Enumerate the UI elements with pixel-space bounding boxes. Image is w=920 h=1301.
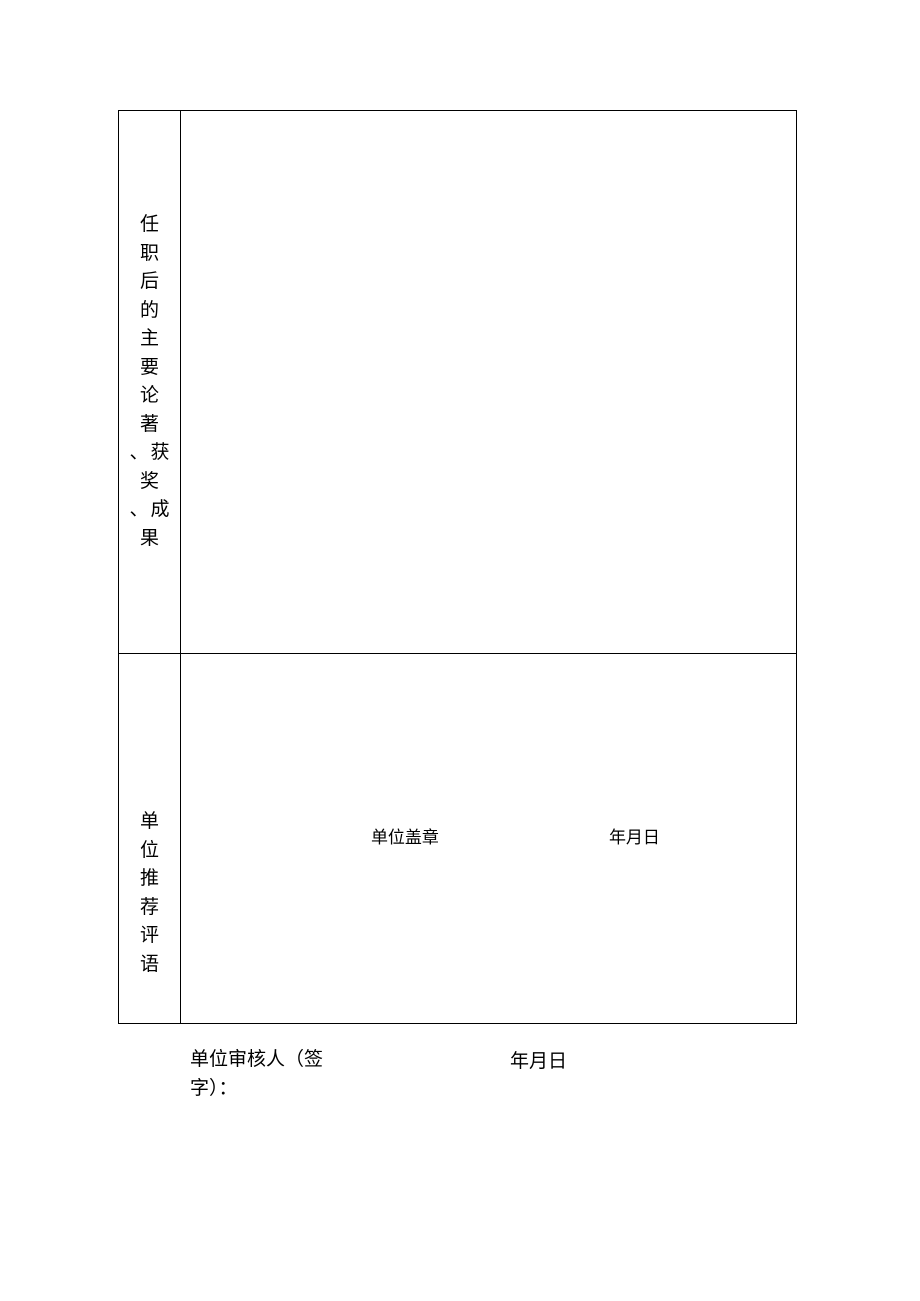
row1-label-text: 任 职 后 的 主 要 论 著 、 获 奖 、 成 bbox=[123, 111, 176, 653]
label-char: 位 bbox=[140, 837, 159, 866]
label-char: 著 bbox=[140, 411, 159, 440]
label-char: 奖 bbox=[140, 468, 159, 497]
below-table-row: 单位审核人（签字）： 年月日 bbox=[190, 1046, 797, 1103]
row1-content-cell bbox=[180, 111, 796, 654]
row2-label-cell: 单 位 推 荐 评 语 bbox=[119, 654, 181, 1024]
label-char: 单 bbox=[140, 808, 159, 837]
label-char: 职 bbox=[140, 240, 159, 269]
row2-label-text: 单 位 推 荐 评 语 bbox=[123, 698, 176, 979]
label-punct: 、 bbox=[129, 496, 148, 525]
label-char: 语 bbox=[140, 951, 159, 980]
label-punct-line: 、 成 bbox=[123, 496, 176, 525]
label-char: 要 bbox=[140, 354, 159, 383]
date-label: 年月日 bbox=[510, 1046, 567, 1073]
label-char: 后 bbox=[140, 268, 159, 297]
label-char: 获 bbox=[150, 439, 169, 468]
label-char: 主 bbox=[140, 325, 159, 354]
label-char: 果 bbox=[140, 525, 159, 554]
auditor-label: 单位审核人（签字）： bbox=[190, 1046, 365, 1103]
date-label: 年月日 bbox=[609, 823, 660, 848]
label-char: 成 bbox=[150, 496, 169, 525]
row2-content-cell: 单位盖章 年月日 bbox=[180, 654, 796, 1024]
table-row: 单 位 推 荐 评 语 单位盖章 年月日 bbox=[119, 654, 797, 1024]
label-char: 的 bbox=[140, 297, 159, 326]
table-row: 任 职 后 的 主 要 论 著 、 获 奖 、 成 bbox=[119, 111, 797, 654]
label-char: 评 bbox=[140, 922, 159, 951]
label-char: 任 bbox=[140, 211, 159, 240]
label-char: 论 bbox=[140, 382, 159, 411]
page-container: 任 职 后 的 主 要 论 著 、 获 奖 、 成 bbox=[118, 110, 797, 1103]
label-punct-line: 、 获 bbox=[123, 439, 176, 468]
row1-label-cell: 任 职 后 的 主 要 论 著 、 获 奖 、 成 bbox=[119, 111, 181, 654]
main-form-table: 任 职 后 的 主 要 论 著 、 获 奖 、 成 bbox=[118, 110, 797, 1024]
label-punct: 、 bbox=[129, 439, 148, 468]
label-char: 推 bbox=[140, 865, 159, 894]
signature-row: 单位盖章 年月日 bbox=[181, 823, 796, 854]
label-char: 荐 bbox=[140, 894, 159, 923]
stamp-label: 单位盖章 bbox=[371, 823, 439, 848]
